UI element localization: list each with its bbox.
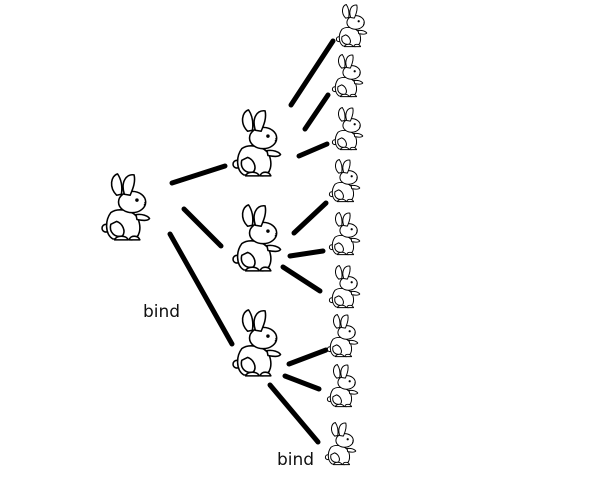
edge-parent-2-to-child-1 <box>291 200 329 236</box>
edge-parent-1-to-child-1 <box>288 38 336 108</box>
rabbit-icon <box>328 264 361 309</box>
rabbit-icon <box>331 53 364 98</box>
edge-label-bind: bind <box>143 302 181 322</box>
rabbit-icon <box>232 204 282 272</box>
edge-parent-3-to-child-3 <box>267 382 321 445</box>
rabbit-icon <box>326 363 359 408</box>
rabbit-icon <box>101 173 151 241</box>
rabbit-icon <box>232 309 282 377</box>
rabbit-icon <box>331 106 364 151</box>
rabbit-icon <box>335 3 368 48</box>
edge-root-to-parent-2 <box>181 206 224 249</box>
edge-parent-1-to-child-3 <box>296 141 330 159</box>
edge-parent-1-to-child-2 <box>302 92 331 132</box>
edge-parent-2-to-child-3 <box>280 264 323 294</box>
edge-label-bind: bind <box>277 450 315 470</box>
rabbit-icon <box>328 158 361 203</box>
edge-root-to-parent-3 <box>167 231 235 347</box>
rabbit-icon <box>326 313 359 358</box>
rabbit-icon <box>232 109 282 177</box>
rabbit-icon <box>324 421 357 466</box>
edge-parent-3-to-child-1 <box>286 347 329 367</box>
edge-parent-2-to-child-2 <box>287 248 326 259</box>
edges <box>167 38 336 445</box>
edge-parent-3-to-child-2 <box>282 373 322 392</box>
rabbit-icon <box>328 211 361 256</box>
edge-root-to-parent-1 <box>169 163 228 186</box>
